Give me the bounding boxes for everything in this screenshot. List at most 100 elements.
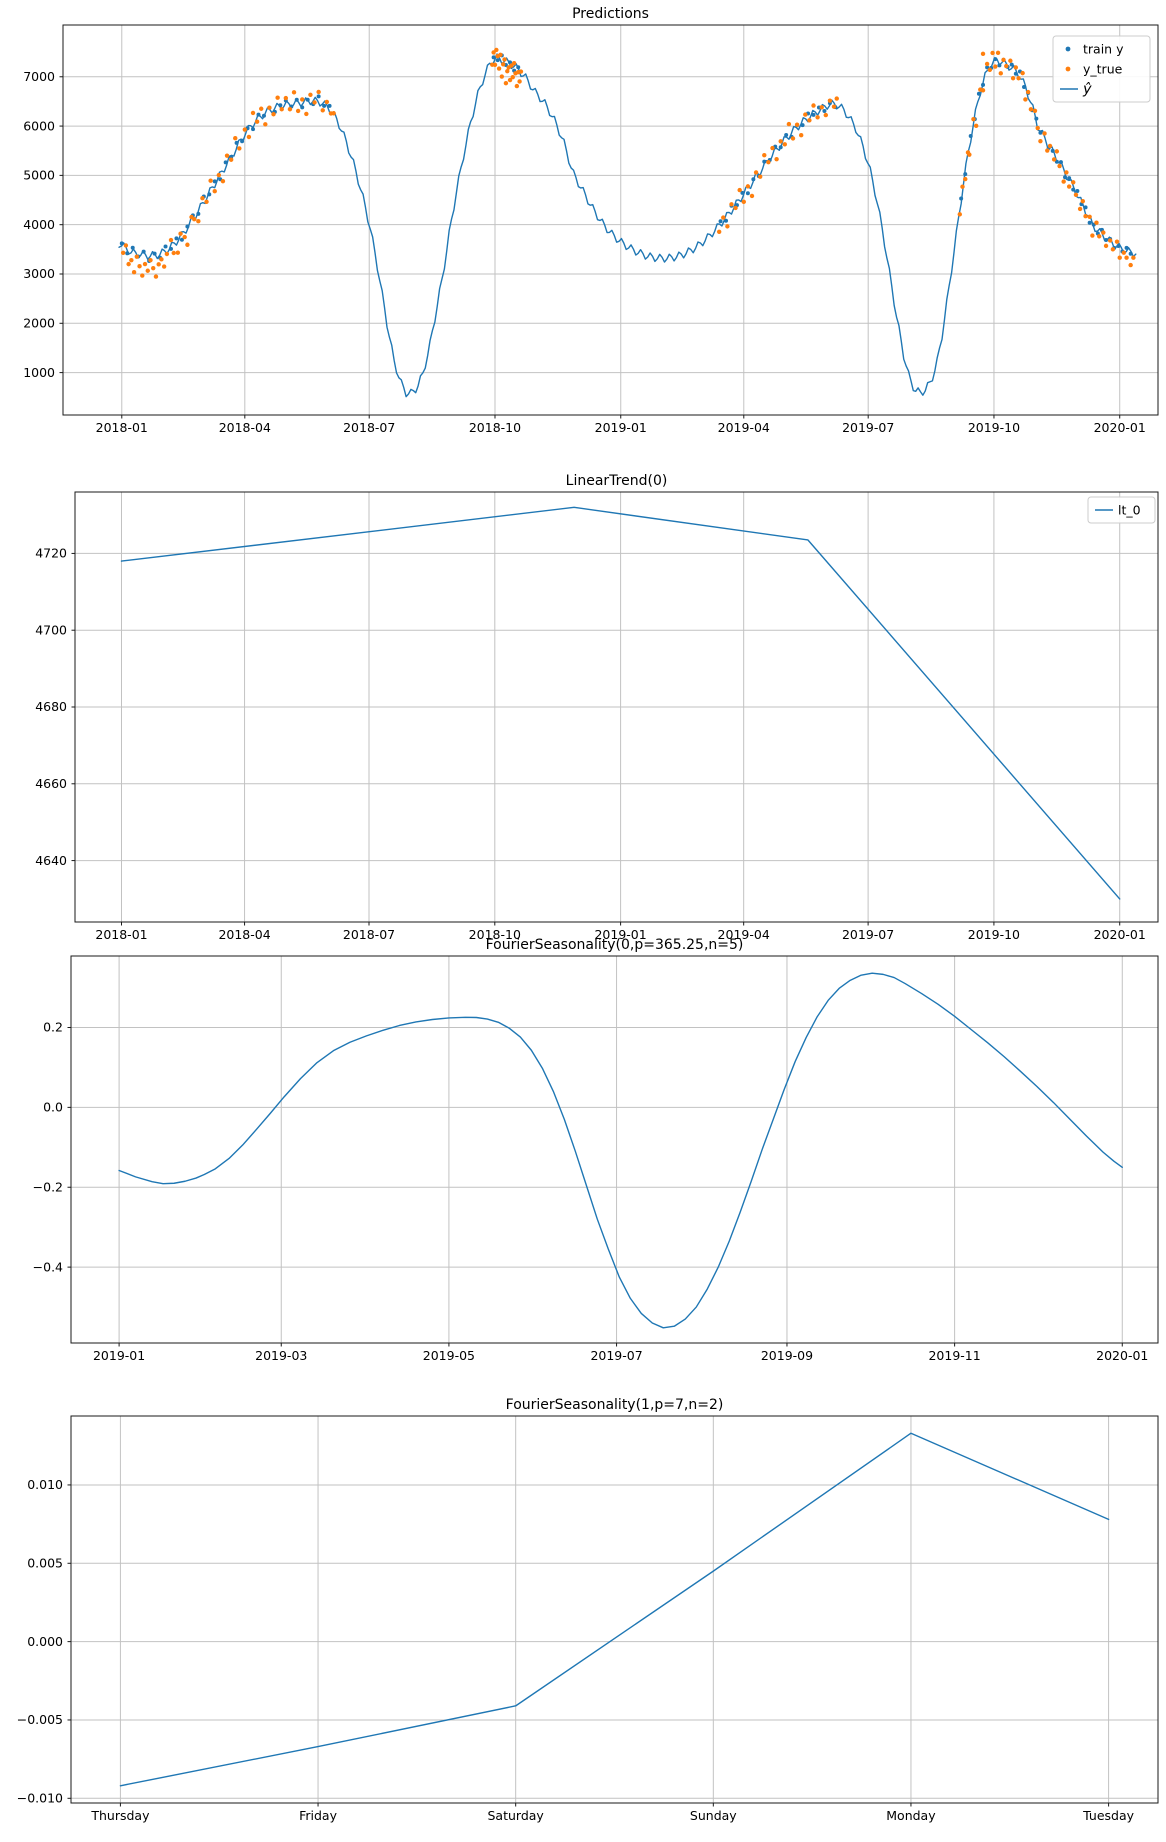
point-y_true <box>973 123 979 129</box>
point-y_true <box>725 224 730 229</box>
point-train_y <box>305 97 310 102</box>
point-y_true <box>499 74 505 79</box>
x-tick-label: Friday <box>299 1808 337 1823</box>
point-train_y <box>1050 148 1055 153</box>
point-train_y <box>993 57 998 62</box>
point-y_true <box>507 77 513 83</box>
point-y_true <box>498 52 503 57</box>
point-y_true <box>998 71 1003 76</box>
point-y_true <box>1023 97 1028 102</box>
point-train_y <box>1083 205 1088 210</box>
point-y_true <box>995 50 1001 56</box>
point-y_true <box>161 264 167 269</box>
point-y_true <box>1124 255 1129 260</box>
point-y_true <box>1020 70 1025 76</box>
point-y_true <box>1080 199 1086 204</box>
point-train_y <box>976 91 981 96</box>
point-y_true <box>778 139 783 144</box>
point-train_y <box>130 245 135 250</box>
point-train_y <box>784 132 789 137</box>
axes: Thursday Friday Saturday Sunday Monday Tuesda… <box>17 1477 1135 1823</box>
point-y_true <box>1073 192 1079 198</box>
point-y_true <box>204 199 209 204</box>
point-y_true <box>1131 255 1136 260</box>
point-y_true <box>1094 220 1099 225</box>
point-y_true <box>153 274 159 279</box>
point-y_true <box>741 199 746 205</box>
point-train_y <box>212 179 217 184</box>
y-tick-label: 4000 <box>23 217 55 232</box>
point-y_true <box>803 112 808 117</box>
point-y_true <box>737 187 742 193</box>
point-y_true <box>823 112 829 118</box>
point-y_true <box>216 172 222 178</box>
plot-border <box>62 24 1159 416</box>
point-y_true <box>502 57 507 62</box>
x-tick-label: Sunday <box>690 1808 737 1823</box>
point-train_y <box>778 145 783 150</box>
point-y_true <box>228 157 234 162</box>
x-tick-label: 2019-05 <box>423 1348 475 1363</box>
point-y_true <box>1090 233 1095 238</box>
x-tick-label: 2019-07 <box>842 420 894 435</box>
point-y_true <box>511 60 517 66</box>
x-tick-label: Saturday <box>488 1808 545 1823</box>
point-y_true <box>312 100 317 105</box>
y-tick-label: 7000 <box>23 69 55 84</box>
point-y_true <box>182 234 187 240</box>
y_true-legend-marker <box>1065 66 1071 72</box>
point-y_true <box>782 142 787 147</box>
point-y_true <box>175 250 181 255</box>
point-train_y <box>152 251 157 256</box>
point-y_true <box>1047 143 1053 149</box>
point-train_y <box>261 113 266 118</box>
point-y_true <box>794 122 800 127</box>
point-train_y <box>724 218 729 223</box>
point-train_y <box>207 192 212 197</box>
gridlines <box>71 956 1158 1343</box>
point-y_true <box>987 67 993 73</box>
y-tick-label: 1000 <box>23 365 55 380</box>
series-train_y <box>119 53 1133 264</box>
point-y_true <box>271 112 276 117</box>
point-train_y <box>811 112 816 117</box>
line-yhat <box>118 53 1137 398</box>
point-train_y <box>294 97 299 102</box>
point-train_y <box>516 65 521 70</box>
point-train_y <box>508 60 513 65</box>
point-y_true <box>275 95 280 100</box>
line-fs_yearly <box>118 972 1123 1329</box>
point-y_true <box>716 229 722 234</box>
point-y_true <box>766 160 771 165</box>
x-tick-label: Monday <box>886 1808 936 1823</box>
point-y_true <box>500 62 506 67</box>
x-tick-label: 2019-01 <box>93 1348 145 1363</box>
point-y_true <box>178 231 183 236</box>
point-y_true <box>254 119 260 124</box>
point-y_true <box>151 265 156 271</box>
point-train_y <box>1124 245 1129 250</box>
y-tick-label: 3000 <box>23 266 55 281</box>
x-tick-label: 2018-04 <box>218 927 270 942</box>
legend-label: y_true <box>1083 61 1123 76</box>
gridlines <box>71 1416 1158 1803</box>
point-y_true <box>324 99 330 105</box>
point-y_true <box>267 105 272 110</box>
point-y_true <box>1064 170 1069 175</box>
y-tick-label: 0.005 <box>27 1555 63 1570</box>
point-train_y <box>322 103 327 108</box>
plot4-title: FourierSeasonality(1,p=7,n=2) <box>505 1397 724 1413</box>
x-tick-label: 2019-10 <box>968 420 1020 435</box>
point-y_true <box>980 51 986 57</box>
point-train_y <box>316 94 321 99</box>
point-train_y <box>300 105 305 110</box>
point-y_true <box>304 111 309 117</box>
point-y_true <box>1042 131 1047 136</box>
x-tick-label: 2019-11 <box>928 1348 980 1363</box>
y-tick-label: 0.0 <box>43 1100 63 1115</box>
point-y_true <box>208 178 213 183</box>
y-tick-label: 4660 <box>35 776 67 791</box>
x-tick-label: 2019-10 <box>968 927 1020 942</box>
point-y_true <box>308 92 313 98</box>
